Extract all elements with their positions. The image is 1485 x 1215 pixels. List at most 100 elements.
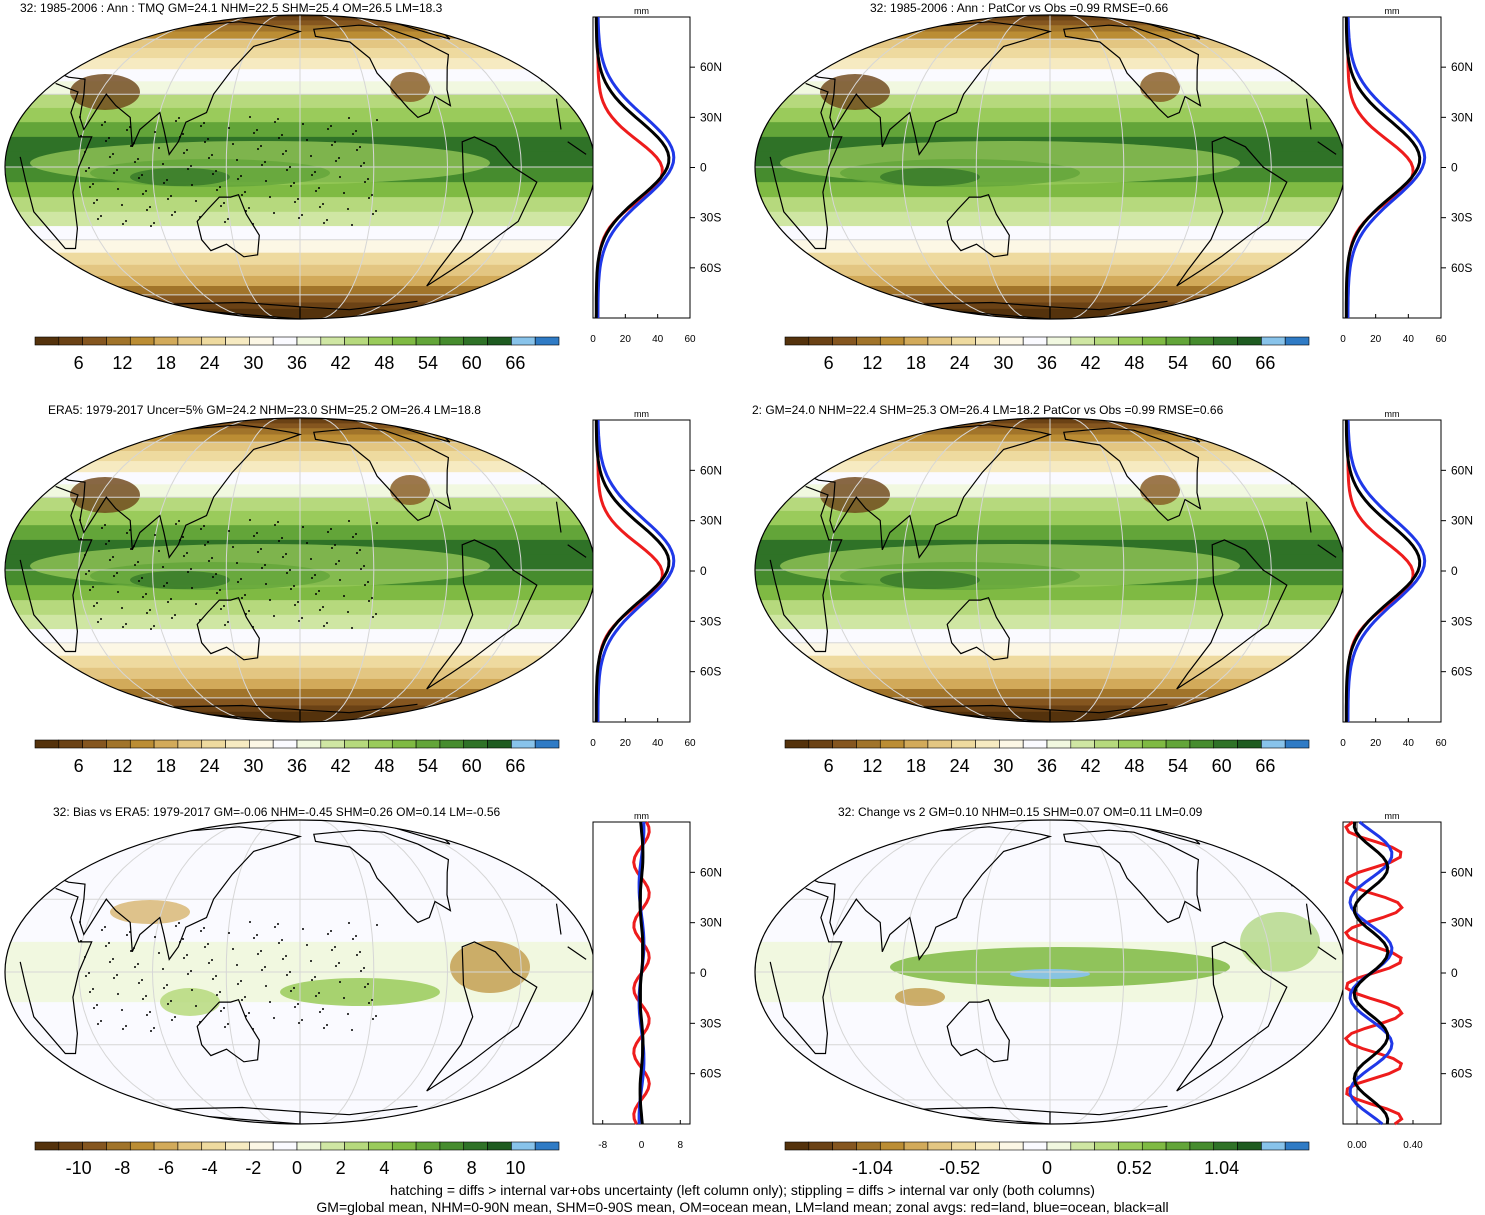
coast-northAmerica (1063, 427, 1202, 522)
profile-lat-label: 30N (1451, 916, 1473, 930)
colorbar-tick-label: 6 (74, 353, 84, 373)
coast-antarctica (137, 703, 418, 722)
colorbar-tick-label: 24 (950, 353, 970, 373)
profile-x-label: 0.40 (1403, 1140, 1423, 1151)
coast-africa (19, 887, 587, 1055)
zonal-profile: mm 60N 30N 0 30S 60S 0 20 40 60 (1340, 6, 1473, 345)
colorbar-tick-label: -1.04 (852, 1158, 893, 1178)
figure-canvas: 32: 1985-2006 : Ann : TMQ GM=24.1 NHM=22… (4, 1, 1473, 1178)
profile-x-label: 20 (1370, 738, 1382, 749)
profile-lat-label: 60S (700, 665, 721, 679)
map-field (755, 820, 1345, 1124)
colorbar: -1.04 -0.52 0 0.52 1.04 (784, 1141, 1310, 1178)
profile-x-label: 40 (1403, 334, 1415, 345)
panel-p5: 32: Bias vs ERA5: 1979-2017 GM=-0.06 NHM… (4, 805, 722, 1178)
coast-southAmerica (1176, 136, 1288, 287)
profile-unit: mm (634, 6, 649, 16)
profile-lat-label: 0 (1451, 564, 1458, 578)
colorbar-tick-label: 42 (331, 353, 351, 373)
footer-note-2: GM=global mean, NHM=0-90N mean, SHM=0-90… (316, 1199, 1169, 1215)
colorbar-tick-label: 24 (200, 756, 220, 776)
coast-africa (769, 887, 1337, 1055)
profile-lat-label: 60N (1451, 60, 1473, 74)
profile-lat-label: 30N (1451, 110, 1473, 124)
panel-p2: 32: 1985-2006 : Ann : PatCor vs Obs =0.9… (754, 1, 1473, 373)
colorbar-tick-label: -10 (66, 1158, 92, 1178)
colorbar-tick-label: 30 (243, 756, 263, 776)
colorbar-tick-label: 10 (505, 1158, 525, 1178)
profile-all-curve (594, 17, 671, 319)
colorbar-tick-label: 48 (374, 756, 394, 776)
colorbar-tick-label: 0 (1042, 1158, 1052, 1178)
colorbar-tick-label: 48 (1124, 756, 1144, 776)
map-field (755, 418, 1345, 722)
profile-x-label: 0.00 (1347, 1140, 1367, 1151)
colorbar-tick-label: 30 (993, 756, 1013, 776)
coast-antarctica (137, 300, 418, 319)
profile-lat-label: 60N (700, 865, 722, 879)
panel-p3: ERA5: 1979-2017 Uncer=5% GM=24.2 NHM=23.… (4, 403, 722, 776)
profile-x-label: 8 (678, 1140, 684, 1151)
colorbar-tick-label: 54 (418, 353, 438, 373)
profile-x-label: 0 (639, 1140, 645, 1151)
colorbar: -10 -8 -6 -4 -2 0 2 4 6 8 10 (34, 1141, 560, 1178)
panel-p4: 2: GM=24.0 NHM=22.4 SHM=25.3 OM=26.4 LM=… (752, 403, 1473, 776)
profile-lat-label: 60S (700, 1067, 721, 1081)
coast-southAmerica (1176, 539, 1288, 690)
profile-unit: mm (1385, 811, 1400, 821)
colorbar-tick-label: -4 (202, 1158, 218, 1178)
coast-africa (19, 485, 587, 653)
coast-africa (769, 485, 1337, 653)
profile-lat-label: 30N (700, 916, 722, 930)
coast-northAmerica (313, 829, 452, 924)
profile-lat-label: 0 (700, 564, 707, 578)
colorbar-tick-label: 60 (1212, 756, 1232, 776)
profile-lat-label: 60S (1451, 665, 1472, 679)
panel-title: 32: Bias vs ERA5: 1979-2017 GM=-0.06 NHM… (53, 805, 501, 819)
coast-antarctica (887, 1105, 1168, 1124)
profile-lat-label: 30S (1451, 1016, 1472, 1030)
profile-lat-label: 60N (1451, 463, 1473, 477)
profile-x-label: 0 (590, 334, 596, 345)
colorbar-tick-label: 6 (74, 756, 84, 776)
colorbar-tick-label: 6 (824, 353, 834, 373)
profile-lat-label: 60S (1451, 1067, 1472, 1081)
coast-southAmerica (426, 941, 538, 1092)
colorbar-tick-label: 0.52 (1117, 1158, 1152, 1178)
profile-ocean-curve (596, 419, 676, 722)
colorbar-tick-label: 1.04 (1204, 1158, 1239, 1178)
profile-x-label: 0 (590, 738, 596, 749)
colorbar-tick-label: 54 (418, 756, 438, 776)
profile-lat-label: 60N (700, 463, 722, 477)
colorbar-tick-label: 42 (1081, 353, 1101, 373)
coast-northAmerica (1063, 829, 1202, 924)
profile-lat-label: 60S (1451, 261, 1472, 275)
profile-all-curve (1352, 821, 1390, 1125)
colorbar-tick-label: 54 (1168, 756, 1188, 776)
colorbar: 6 12 18 24 30 36 42 48 54 60 66 (784, 336, 1310, 373)
coast-southAmerica (426, 539, 538, 690)
colorbar: 6 12 18 24 30 36 42 48 54 60 66 (34, 336, 560, 373)
profile-lat-label: 30N (700, 514, 722, 528)
profile-all-curve (1344, 419, 1422, 722)
colorbar-tick-label: 18 (906, 353, 926, 373)
colorbar-tick-label: 48 (374, 353, 394, 373)
colorbar-tick-label: 6 (824, 756, 834, 776)
coast-australia (946, 596, 1010, 661)
colorbar-tick-label: -6 (158, 1158, 174, 1178)
colorbar-tick-label: 36 (1037, 353, 1057, 373)
profile-unit: mm (634, 409, 649, 419)
colorbar-tick-label: 18 (156, 353, 176, 373)
colorbar-tick-label: 30 (993, 353, 1013, 373)
colorbar-tick-label: 60 (462, 756, 482, 776)
profile-x-label: 20 (620, 738, 632, 749)
stippling (79, 519, 378, 630)
colorbar: 6 12 18 24 30 36 42 48 54 60 66 (784, 739, 1310, 776)
coast-australia (196, 596, 260, 661)
map-field (755, 15, 1345, 319)
profile-x-label: -8 (598, 1140, 607, 1151)
profile-lat-label: 0 (700, 966, 707, 980)
profile-lat-label: 30N (1451, 514, 1473, 528)
profile-x-label: 0 (1340, 738, 1346, 749)
profile-x-label: 40 (652, 334, 664, 345)
